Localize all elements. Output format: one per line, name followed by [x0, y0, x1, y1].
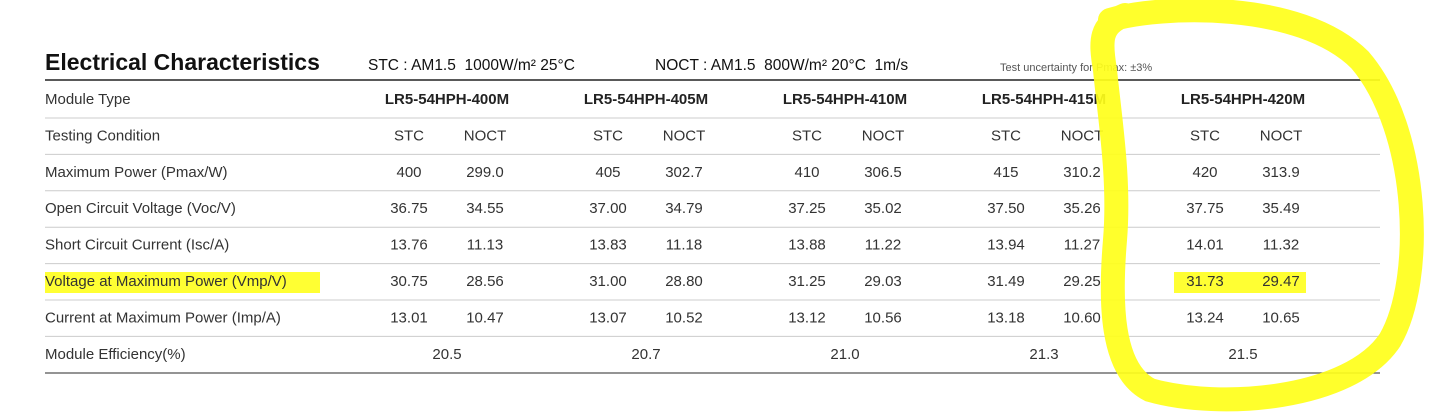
- cell: 31.00: [589, 273, 627, 290]
- cell: 13.07: [589, 309, 627, 326]
- row-label: Module Efficiency(%): [45, 346, 186, 363]
- model-name: LR5-54HPH-400M: [385, 91, 509, 108]
- cell: STC: [593, 127, 623, 144]
- cell: 400: [396, 164, 421, 181]
- cell: 10.47: [466, 309, 504, 326]
- cell: 35.49: [1262, 200, 1300, 217]
- cell: 306.5: [864, 164, 902, 181]
- cell: 14.01: [1186, 237, 1224, 254]
- row-label: Short Circuit Current (Isc/A): [45, 237, 229, 254]
- cell: 13.18: [987, 309, 1025, 326]
- cell: 29.47: [1262, 273, 1300, 290]
- cell: 13.76: [390, 237, 428, 254]
- note: Test uncertainty for Pmax: ±3%: [1000, 62, 1152, 74]
- cell: 13.01: [390, 309, 428, 326]
- cell: 13.24: [1186, 309, 1224, 326]
- cell: 34.79: [665, 200, 703, 217]
- cell: STC: [792, 127, 822, 144]
- cell: 35.26: [1063, 200, 1101, 217]
- cell: 410: [794, 164, 819, 181]
- cell: NOCT: [663, 127, 706, 144]
- cell: 31.49: [987, 273, 1025, 290]
- cell: 28.80: [665, 273, 703, 290]
- cell: 11.32: [1263, 237, 1299, 254]
- cell: 35.02: [864, 200, 902, 217]
- cell: STC: [394, 127, 424, 144]
- cell: 313.9: [1262, 164, 1300, 181]
- highlight: [1174, 272, 1306, 293]
- cell: 37.50: [987, 200, 1025, 217]
- row-label: Testing Condition: [45, 127, 160, 144]
- cell: 37.25: [788, 200, 826, 217]
- cell: NOCT: [1260, 127, 1303, 144]
- noct-condition: NOCT : AM1.5 800W/m² 20°C 1m/s: [655, 57, 908, 74]
- cell: 13.94: [987, 237, 1025, 254]
- cell: 20.5: [432, 346, 461, 363]
- cell: 11.18: [666, 237, 702, 254]
- row-label: Voltage at Maximum Power (Vmp/V): [45, 273, 287, 290]
- cell: 420: [1192, 164, 1217, 181]
- cell: 28.56: [466, 273, 504, 290]
- cell: 36.75: [390, 200, 428, 217]
- cell: 31.25: [788, 273, 826, 290]
- cell: NOCT: [862, 127, 905, 144]
- cell: 310.2: [1063, 164, 1101, 181]
- row-label: Open Circuit Voltage (Voc/V): [45, 200, 236, 217]
- stc-condition: STC : AM1.5 1000W/m² 25°C: [368, 57, 575, 74]
- cell: 13.88: [788, 237, 826, 254]
- cell: 10.52: [665, 309, 703, 326]
- model-name: LR5-54HPH-405M: [584, 91, 708, 108]
- cell: 405: [595, 164, 620, 181]
- cell: 29.25: [1063, 273, 1101, 290]
- cell: 34.55: [466, 200, 504, 217]
- cell: 20.7: [631, 346, 660, 363]
- cell: 11.13: [467, 237, 503, 254]
- cell: 37.00: [589, 200, 627, 217]
- cell: 11.22: [865, 237, 901, 254]
- model-name: LR5-54HPH-410M: [783, 91, 907, 108]
- cell: 29.03: [864, 273, 902, 290]
- table: Module Type LR5-54HPH-400M LR5-54HPH-405M L…: [45, 91, 1380, 363]
- row-label: Module Type: [45, 91, 131, 108]
- cell: 21.0: [830, 346, 859, 363]
- model-name: LR5-54HPH-415M: [982, 91, 1106, 108]
- cell: NOCT: [464, 127, 507, 144]
- row-label: Maximum Power (Pmax/W): [45, 164, 228, 181]
- cell: 30.75: [390, 273, 428, 290]
- cell: 21.5: [1228, 346, 1257, 363]
- cell: 10.56: [864, 309, 902, 326]
- cell: 302.7: [665, 164, 703, 181]
- model-name: LR5-54HPH-420M: [1181, 91, 1305, 108]
- cell: 11.27: [1064, 237, 1100, 254]
- cell: 10.60: [1063, 309, 1101, 326]
- cell: 415: [993, 164, 1018, 181]
- highlight: [45, 272, 320, 293]
- cell: STC: [1190, 127, 1220, 144]
- cell: 10.65: [1262, 309, 1300, 326]
- cell: 299.0: [466, 164, 504, 181]
- title: Electrical Characteristics: [45, 49, 320, 75]
- hand-drawn-circle: [1090, 0, 1424, 412]
- cell: 13.83: [589, 237, 627, 254]
- cell: NOCT: [1061, 127, 1104, 144]
- cell: 13.12: [788, 309, 826, 326]
- cell: STC: [991, 127, 1021, 144]
- row-label: Current at Maximum Power (Imp/A): [45, 309, 281, 326]
- cell: 37.75: [1186, 200, 1224, 217]
- cell: 31.73: [1186, 273, 1224, 290]
- cell: 21.3: [1029, 346, 1058, 363]
